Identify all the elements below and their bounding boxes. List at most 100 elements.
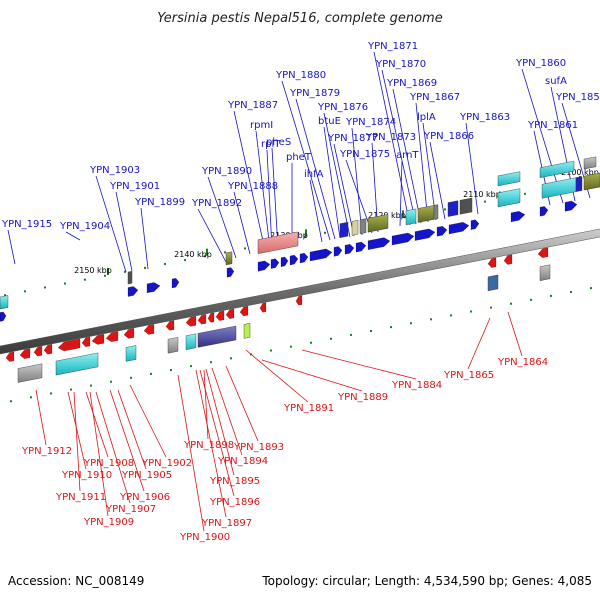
forward-leader-line — [373, 51, 411, 226]
forward-gene-arrow — [344, 244, 355, 255]
forward-feature-block — [459, 197, 473, 215]
forward-gene-arrow — [470, 219, 480, 230]
reverse-gene-label: YPN_1896 — [209, 497, 260, 508]
scale-dot — [510, 302, 512, 305]
reverse-leader-line — [35, 389, 47, 446]
forward-leader-line — [345, 159, 373, 234]
tick-label: 2140 kbp — [174, 250, 212, 259]
forward-feature-block — [497, 188, 521, 208]
reverse-leader-line — [95, 391, 131, 504]
scale-dot — [30, 396, 32, 399]
forward-feature-block — [127, 271, 133, 285]
forward-gene-arrow — [436, 226, 448, 237]
forward-feature-block — [447, 200, 459, 217]
scale-dot — [324, 231, 326, 234]
scale-dot — [70, 388, 72, 391]
reverse-gene-label: YPN_1909 — [83, 517, 134, 528]
reverse-gene-arrow — [239, 305, 249, 317]
forward-gene-arrow — [367, 237, 391, 250]
map-title: Yersinia pestis Nepal516, complete genom… — [157, 11, 442, 26]
forward-gene-label: YPN_1858 — [555, 92, 600, 103]
forward-gene-arrow — [355, 241, 367, 253]
reverse-feature-block — [125, 345, 137, 362]
scale-dot — [310, 341, 312, 344]
forward-leader-line — [392, 88, 422, 224]
reverse-gene-arrow — [81, 336, 91, 347]
forward-leader-line — [381, 69, 417, 225]
scale-dot — [370, 330, 372, 333]
reverse-gene-label: YPN_1908 — [83, 458, 134, 469]
forward-leader-line — [115, 191, 133, 272]
reverse-feature-block — [17, 363, 43, 383]
forward-gene-label: YPN_1876 — [317, 102, 368, 113]
forward-gene-arrow — [391, 232, 415, 246]
reverse-gene-label: YPN_1902 — [141, 458, 192, 469]
forward-leader-line — [415, 102, 429, 223]
scale-dot — [450, 314, 452, 317]
scale-dot — [484, 200, 486, 203]
scale-dot — [470, 310, 472, 313]
forward-leader-line — [266, 149, 273, 250]
forward-gene-arrow — [146, 282, 161, 294]
reverse-leader-line — [301, 349, 417, 380]
forward-gene-label: YPN_1877 — [327, 133, 378, 144]
forward-feature-block — [339, 221, 349, 238]
forward-leader-line — [351, 127, 363, 236]
reverse-gene-arrow — [123, 328, 135, 339]
forward-gene-label: lplA — [417, 112, 436, 123]
forward-leader-line — [521, 68, 564, 204]
scale-dot — [430, 318, 432, 321]
reverse-gene-label: YPN_1889 — [337, 392, 388, 403]
forward-gene-label: YPN_1860 — [515, 58, 566, 69]
reverse-leader-line — [467, 317, 491, 370]
scale-dot — [4, 294, 6, 297]
scale-dot — [10, 400, 12, 403]
reverse-gene-label: YPN_1864 — [497, 357, 548, 368]
forward-gene-label: YPN_1870 — [375, 59, 426, 70]
scale-dot — [50, 392, 52, 395]
forward-gene-arrow — [280, 256, 289, 267]
reverse-leader-line — [225, 365, 259, 442]
scale-dot — [104, 274, 106, 277]
forward-gene-arrow — [226, 267, 235, 278]
reverse-feature-block — [55, 352, 99, 376]
scale-dot — [444, 208, 446, 211]
forward-gene-label: YPN_1867 — [409, 92, 460, 103]
forward-gene-label: YPN_1871 — [367, 41, 418, 52]
forward-gene-arrow — [0, 311, 7, 322]
forward-leader-line — [7, 229, 16, 265]
scale-dot — [190, 365, 192, 368]
reverse-leader-line — [199, 369, 235, 497]
scale-dot — [304, 235, 306, 238]
forward-feature-block — [405, 208, 417, 226]
reverse-gene-label: YPN_1906 — [119, 492, 170, 503]
reverse-leader-line — [507, 311, 523, 357]
reverse-feature-block — [487, 274, 499, 292]
gene-features — [0, 156, 600, 383]
scale-dot — [290, 345, 292, 348]
forward-gene-arrow — [309, 248, 333, 262]
scale-dot — [184, 259, 186, 262]
scale-dot — [164, 263, 166, 266]
forward-feature-block — [225, 251, 233, 266]
reverse-feature-block — [243, 323, 251, 339]
forward-feature-block — [351, 219, 359, 236]
scale-dot — [24, 290, 26, 293]
label-leader-lines — [7, 51, 591, 532]
reverse-leader-line — [195, 369, 227, 518]
reverse-gene-label: YPN_1900 — [179, 532, 230, 543]
forward-gene-label: YPN_1904 — [59, 221, 110, 232]
scale-dot — [90, 384, 92, 387]
forward-gene-arrow — [564, 200, 578, 212]
accession-text: Accession: NC_008149 — [8, 574, 144, 588]
forward-gene-arrow — [510, 211, 526, 223]
scale-dot — [150, 372, 152, 375]
reverse-gene-arrow — [143, 324, 155, 335]
forward-leader-line — [65, 231, 81, 241]
forward-gene-label: YPN_1866 — [423, 131, 474, 142]
forward-gene-label: YPN_1861 — [527, 120, 578, 131]
forward-leader-line — [197, 208, 227, 263]
forward-feature-block — [433, 204, 439, 220]
forward-leader-line — [465, 122, 479, 215]
